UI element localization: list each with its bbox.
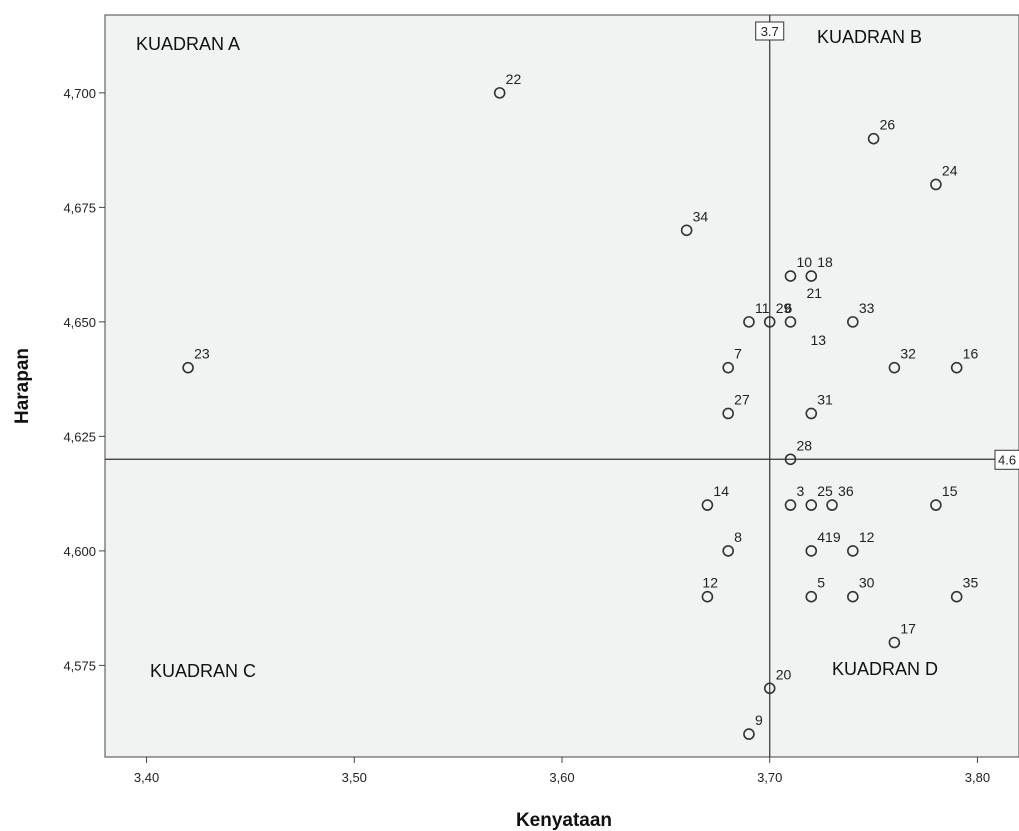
- data-point: [784, 270, 797, 282]
- data-point: [784, 453, 797, 466]
- data-point-label: 12: [859, 529, 875, 545]
- data-point: [950, 361, 963, 374]
- data-point: [930, 499, 942, 511]
- data-point-label: 33: [859, 300, 875, 316]
- quadrant-a-label: KUADRAN A: [136, 34, 240, 54]
- data-point-label: 9: [755, 712, 763, 728]
- y-tick-label: 4,625: [63, 429, 96, 444]
- data-point-label: 15: [942, 483, 958, 499]
- data-point-label: 21: [807, 285, 823, 301]
- x-tick-label: 3,60: [549, 770, 574, 785]
- quadrant-c-label: KUADRAN C: [150, 661, 256, 681]
- data-point: [950, 590, 963, 603]
- quadrant-labels: KUADRAN A KUADRAN B KUADRAN C KUADRAN D: [136, 27, 938, 681]
- data-point: [493, 87, 506, 99]
- data-point: [722, 545, 734, 557]
- horizontal-reference-label-box: [994, 449, 1019, 470]
- data-point: [805, 590, 818, 603]
- data-point: [888, 361, 901, 374]
- data-point: [826, 499, 838, 511]
- data-point: [805, 545, 818, 557]
- data-point-label: 31: [817, 391, 833, 407]
- data-point-label: 13: [811, 332, 827, 348]
- data-point-label: 29: [776, 300, 792, 316]
- data-point-label: 23: [194, 346, 210, 362]
- data-point-label: 35: [963, 575, 979, 591]
- data-point: [182, 361, 194, 374]
- data-point: [763, 682, 776, 695]
- x-axis: 3,40 3,50 3,60 3,70 3,80: [134, 757, 990, 785]
- plot-area: [104, 14, 1019, 758]
- data-point: [763, 316, 776, 328]
- data-point-label: 3: [797, 483, 805, 499]
- data-point: [784, 316, 797, 328]
- data-point: [722, 361, 734, 374]
- y-axis: 4,575 4,600 4,625 4,650 4,675 4,700: [63, 86, 105, 673]
- x-axis-title: Kenyataan: [516, 810, 612, 831]
- y-tick-label: 4,650: [63, 315, 96, 330]
- data-point-label: 18: [817, 254, 833, 270]
- data-point-label: 27: [734, 391, 750, 407]
- data-point: [930, 178, 942, 191]
- y-tick-label: 4,675: [63, 200, 96, 215]
- data-point: [867, 132, 880, 145]
- data-point: [847, 316, 859, 328]
- x-tick-label: 3,80: [965, 770, 990, 785]
- horizontal-reference-label: 4.6: [998, 452, 1016, 467]
- data-point-label: 12: [702, 575, 718, 591]
- vertical-reference-label-box: [755, 21, 785, 41]
- data-point: [805, 270, 818, 282]
- data-point: [805, 499, 818, 511]
- data-point: [847, 590, 859, 603]
- x-tick-label: 3,40: [134, 770, 159, 785]
- data-point: [888, 636, 901, 649]
- data-point-label: 26: [880, 117, 896, 133]
- vertical-reference-label: 3.7: [761, 24, 779, 39]
- y-tick-label: 4,700: [63, 86, 96, 101]
- quadrant-d-label: KUADRAN D: [832, 659, 938, 679]
- data-point-label: 14: [713, 483, 729, 499]
- data-point-label: 6: [785, 300, 793, 316]
- data-point-label: 419: [817, 529, 841, 545]
- data-point-label: 36: [838, 483, 854, 499]
- quadrant-b-label: KUADRAN B: [817, 27, 922, 47]
- data-point-label: 10: [797, 254, 813, 270]
- data-point: [680, 224, 693, 237]
- data-point-label: 22: [506, 71, 522, 87]
- y-tick-label: 4,600: [63, 544, 96, 559]
- data-point: [805, 407, 818, 420]
- y-tick-label: 4,575: [63, 658, 96, 673]
- data-point: [701, 499, 714, 511]
- reference-lines: 3.7 4.6: [105, 15, 1019, 757]
- y-axis-title: Harapan: [12, 348, 33, 424]
- data-point-label: 25: [817, 483, 833, 499]
- data-point: [743, 316, 755, 328]
- data-point-label: 34: [693, 208, 709, 224]
- data-point: [847, 545, 859, 557]
- x-tick-label: 3,50: [342, 770, 367, 785]
- data-point-label: 20: [776, 666, 792, 682]
- data-point: [701, 590, 714, 603]
- data-point-label: 7: [734, 346, 742, 362]
- data-point-label: 11: [755, 300, 770, 316]
- data-point-label: 32: [900, 346, 916, 362]
- data-point-label: 30: [859, 575, 875, 591]
- data-point: [722, 407, 734, 420]
- data-point-label: 8: [734, 529, 742, 545]
- data-point-label: 28: [797, 437, 813, 453]
- data-point-label: 17: [900, 620, 916, 636]
- data-point: [743, 728, 755, 740]
- data-point: [784, 499, 797, 511]
- x-tick-label: 3,70: [757, 770, 782, 785]
- data-point-label: 16: [963, 346, 979, 362]
- data-point-label: 24: [942, 162, 958, 178]
- data-point-label: 5: [817, 575, 825, 591]
